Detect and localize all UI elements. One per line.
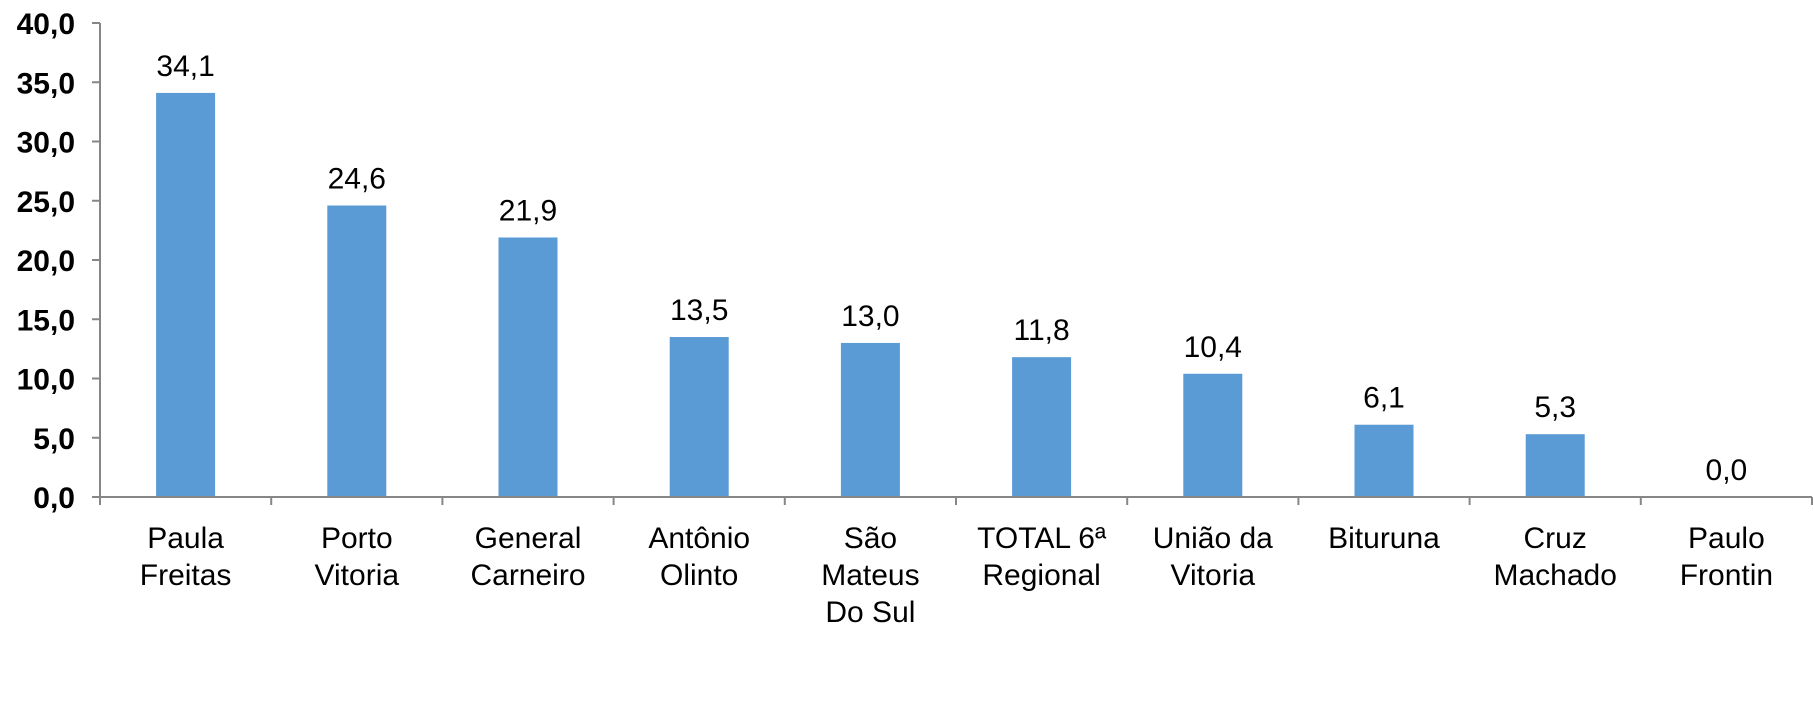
bar — [327, 205, 387, 498]
x-tick-label: TOTAL 6ª Regional — [977, 522, 1107, 592]
y-axis-tick-labels: 0,0 5,0 10,0 15,0 20,0 25,0 30,0 35,0 40,0 — [17, 8, 75, 515]
data-label: 10,4 — [1184, 331, 1242, 364]
data-label: 34,1 — [156, 50, 214, 83]
bar — [1525, 434, 1585, 497]
x-tick-label-line: Porto — [321, 522, 393, 555]
y-tick-label: 10,0 — [17, 364, 75, 397]
bar — [1183, 373, 1243, 497]
x-tick-label-line: União da — [1153, 522, 1273, 555]
x-tick-label-line: Vitoria — [315, 559, 400, 592]
bar — [1012, 357, 1072, 497]
x-tick-label: São Mateus Do Sul — [821, 522, 919, 629]
data-label: 13,0 — [841, 300, 899, 333]
y-tick-label: 20,0 — [17, 245, 75, 278]
x-tick-label: União da Vitoria — [1153, 522, 1273, 592]
y-tick-label: 40,0 — [17, 8, 75, 41]
x-tick-label: Bituruna — [1328, 522, 1440, 555]
x-tick-label-line: Paulo — [1688, 522, 1765, 555]
x-tick-label-line: Frontin — [1680, 559, 1773, 592]
x-tick-label-line: Vitoria — [1171, 559, 1256, 592]
x-tick-label-line: Cruz — [1524, 522, 1587, 555]
bar — [1354, 424, 1414, 497]
x-tick-label-line: TOTAL 6ª — [977, 522, 1107, 555]
x-tick-label-line: Regional — [982, 559, 1100, 592]
data-label: 24,6 — [328, 162, 386, 195]
data-labels: 34,1 24,6 21,9 13,5 13,0 11,8 10,4 6,1 5,3 0,0 — [156, 50, 1747, 487]
x-tick-label: General Carneiro — [470, 522, 585, 592]
y-tick-label: 5,0 — [33, 423, 75, 456]
x-tick-label-line: Freitas — [140, 559, 232, 592]
x-tick-label-line: Mateus — [821, 559, 919, 592]
y-tick-label: 35,0 — [17, 67, 75, 100]
x-tick-label: Paulo Frontin — [1680, 522, 1773, 592]
data-label: 5,3 — [1534, 391, 1576, 424]
data-label: 11,8 — [1014, 314, 1070, 347]
x-tick-label-line: São — [844, 522, 897, 555]
x-tick-label-line: Bituruna — [1328, 522, 1440, 555]
x-tick-label: Cruz Machado — [1493, 522, 1616, 592]
bar — [156, 92, 216, 497]
x-tick-label-line: Olinto — [660, 559, 738, 592]
x-tick-label-line: General — [475, 522, 582, 555]
bar — [498, 237, 558, 498]
x-tick-label: Antônio Olinto — [648, 522, 750, 592]
y-tick-label: 25,0 — [17, 186, 75, 219]
x-tick-label-line: Do Sul — [825, 596, 915, 629]
x-tick-label-line: Antônio — [648, 522, 750, 555]
data-label: 13,5 — [670, 294, 728, 327]
x-tick-label-line: Carneiro — [470, 559, 585, 592]
y-tick-label: 15,0 — [17, 304, 75, 337]
y-tick-label: 0,0 — [33, 482, 75, 515]
bar — [840, 342, 900, 497]
bar — [669, 337, 729, 497]
data-label: 6,1 — [1363, 382, 1405, 415]
y-tick-label: 30,0 — [17, 127, 75, 160]
x-tick-label: Porto Vitoria — [315, 522, 400, 592]
x-axis-tick-labels: Paula Freitas Porto Vitoria General Carneiro A… — [140, 522, 1773, 629]
data-label: 0,0 — [1706, 454, 1748, 487]
data-label: 21,9 — [499, 194, 557, 227]
x-tick-label-line: Machado — [1493, 559, 1616, 592]
x-tick-label-line: Paula — [147, 522, 224, 555]
x-tick-label: Paula Freitas — [140, 522, 232, 592]
bars-layer — [156, 92, 1585, 498]
axes — [92, 22, 1813, 505]
